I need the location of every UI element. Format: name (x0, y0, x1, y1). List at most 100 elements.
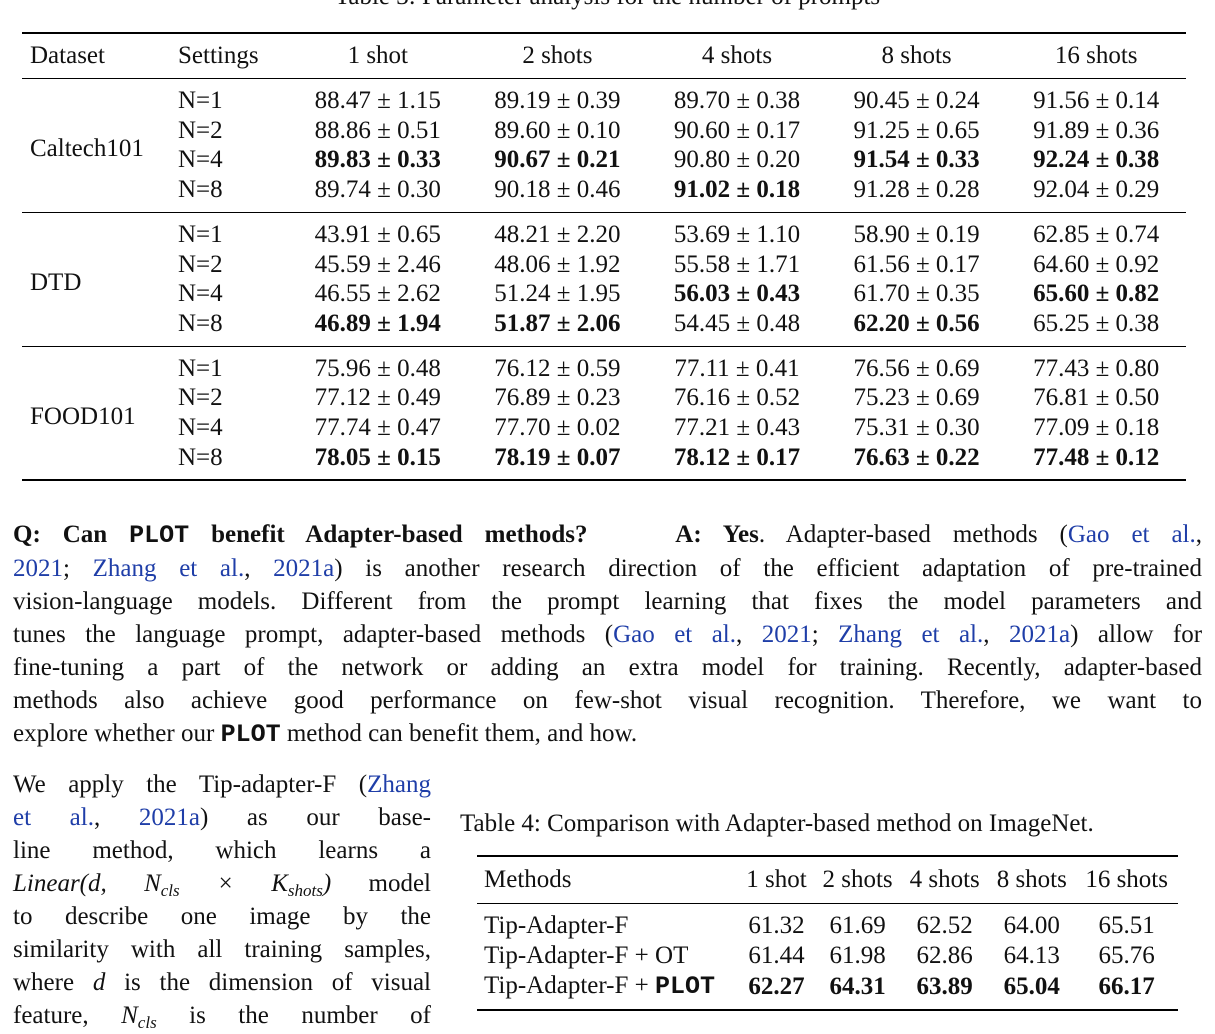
value-cell: 76.16 ± 0.52 (673, 384, 801, 412)
value-cell: 77.21 ± 0.43 (673, 414, 801, 442)
value-cell: 65.04 (1003, 972, 1060, 1000)
value-cell: 91.28 ± 0.28 (853, 176, 980, 204)
question-prefix: Q: Can (13, 521, 130, 548)
setting-cell: N=2 (178, 250, 223, 278)
text-segment: fine-tuning a part of the network or add… (13, 654, 1202, 681)
table4-header-row: Methods 1 shot 2 shots 4 shots 8 shots 1… (477, 856, 1178, 904)
citation-link[interactable]: Gao et al. (1067, 521, 1196, 548)
value-cell: 51.87 ± 2.06 (494, 309, 621, 337)
value-cell: 77.11 ± 0.41 (674, 354, 800, 382)
value-cell: 77.70 ± 0.02 (494, 414, 621, 442)
setting-cell: N=2 (178, 384, 223, 412)
paragraph-line: line method, which learns a (13, 834, 431, 867)
citation-link[interactable]: 2021a (1008, 621, 1071, 648)
value-cell: 65.51 (1098, 912, 1155, 939)
paragraph-line: et al., 2021a) as our base- (13, 801, 431, 834)
table4-row: Tip-Adapter-F + OT 61.44 61.98 62.86 64.13 65… (477, 941, 1178, 971)
table3-row: N=4 46.55 ± 2.62 51.24 ± 1.95 56.03 ± 0.43 6… (22, 279, 1186, 309)
paragraph-line: We apply the Tip-adapter-F (Zhang (13, 768, 431, 801)
citation-link[interactable]: Zhang (367, 771, 431, 798)
tip-adapter-paragraph: We apply the Tip-adapter-F (Zhang et al.,… (13, 768, 431, 1032)
text-segment: , (983, 621, 1009, 648)
table4-header-cell: 8 shots (996, 866, 1067, 893)
paragraph-line: explore whether our PLOT method can bene… (13, 717, 1202, 751)
text-segment: methods also achieve good performance on… (13, 687, 1202, 714)
table3-row: N=8 78.05 ± 0.15 78.19 ± 0.07 78.12 ± 0.17 7… (22, 443, 1186, 481)
paragraph-line: similarity with all training samples, (13, 933, 431, 966)
table4-header-cell: 1 shot (746, 866, 807, 893)
method-cell: Tip-Adapter-F + PLOT (477, 971, 739, 1010)
text-segment: , (244, 555, 274, 582)
table3-row: FOOD101 N=1 75.96 ± 0.48 76.12 ± 0.59 77.11 … (22, 346, 1186, 430)
text-segment: is the dimension of visual (105, 969, 431, 996)
value-cell: 78.12 ± 0.17 (673, 443, 801, 471)
value-cell: 65.25 ± 0.38 (1033, 309, 1160, 337)
citation-link[interactable]: 2021a (138, 804, 200, 831)
table3-header-cell: Settings (178, 42, 259, 70)
paragraph-line: Linear(d, Ncls × Kshots) model (13, 867, 431, 900)
value-cell: 89.70 ± 0.38 (673, 87, 801, 114)
table3-row: N=2 77.12 ± 0.49 76.89 ± 0.23 76.16 ± 0.52 7… (22, 383, 1186, 413)
text-segment: × K (179, 870, 288, 897)
text-segment: model (331, 870, 432, 897)
value-cell: 77.12 ± 0.49 (314, 384, 441, 412)
value-cell: 89.74 ± 0.30 (314, 176, 441, 204)
dataset-cell: Caltech101 (30, 135, 144, 163)
answer: A: Yes (675, 521, 759, 548)
citation-link[interactable]: 2021a (273, 555, 335, 582)
table3-row: Caltech101 N=1 88.47 ± 1.15 89.19 ± 0.39 89.… (22, 79, 1186, 162)
dataset-cell: FOOD101 (30, 402, 136, 430)
value-cell: 62.27 (748, 972, 805, 1000)
table4-row: Tip-Adapter-F + PLOT 62.27 64.31 63.89 65.04… (477, 971, 1178, 1010)
text-segment: is the number of (156, 1002, 431, 1029)
value-cell: 62.86 (916, 942, 973, 969)
setting-cell: N=4 (178, 146, 223, 174)
value-cell: 45.59 ± 2.46 (314, 250, 441, 278)
paragraph-line: to describe one image by the (13, 900, 431, 933)
value-cell: 90.67 ± 0.21 (494, 146, 621, 174)
text-segment: to describe one image by the (13, 903, 431, 930)
value-cell: 46.55 ± 2.62 (314, 280, 441, 308)
value-cell: 92.24 ± 0.38 (1033, 146, 1160, 174)
paragraph-line: where d is the dimension of visual (13, 966, 431, 999)
table3-row: DTD N=1 43.91 ± 0.65 48.21 ± 2.20 53.69 ± 1.… (22, 212, 1186, 296)
setting-cell: N=1 (178, 220, 223, 248)
citation-link[interactable]: Zhang et al. (92, 555, 245, 582)
citation-link[interactable]: et al. (13, 804, 94, 831)
text-segment: method can benefit them, and how. (280, 720, 638, 747)
table4-header-cell: 4 shots (909, 866, 980, 893)
value-cell: 61.32 (748, 912, 805, 939)
method-name: Tip-Adapter-F + OT (484, 942, 689, 969)
value-cell: 65.76 (1098, 942, 1155, 969)
text-segment: ) as our base- (199, 804, 431, 831)
setting-cell: N=1 (178, 87, 223, 114)
value-cell: 90.80 ± 0.20 (673, 146, 801, 174)
citation-link[interactable]: 2021 (13, 555, 63, 582)
text-segment: line method, which learns a (13, 837, 431, 864)
text-segment: ; (63, 555, 93, 582)
value-cell: 51.24 ± 1.95 (494, 280, 621, 308)
citation-link[interactable]: 2021 (761, 621, 812, 648)
value-cell: 91.02 ± 0.18 (673, 176, 801, 204)
value-cell: 56.03 ± 0.43 (673, 280, 801, 308)
text-segment: shots (287, 881, 323, 900)
setting-cell: N=8 (178, 443, 223, 471)
table3-row: N=4 89.83 ± 0.33 90.67 ± 0.21 90.80 ± 0.20 9… (22, 145, 1186, 175)
text-segment: , (736, 621, 762, 648)
value-cell: 61.69 (829, 912, 886, 939)
citation-link[interactable]: Gao et al. (613, 621, 737, 648)
citation-link[interactable]: Zhang et al. (838, 621, 984, 648)
value-cell: 76.63 ± 0.22 (853, 443, 980, 471)
table3: Dataset Settings 1 shot 2 shots 4 shots … (22, 32, 1186, 481)
value-cell: 61.70 ± 0.35 (853, 280, 980, 308)
table3-group: FOOD101 N=1 75.96 ± 0.48 76.12 ± 0.59 77.11 … (22, 346, 1186, 481)
value-cell: 61.44 (748, 942, 805, 969)
table3-header-cell: 16 shots (1054, 42, 1138, 70)
text-segment: cls (160, 881, 180, 900)
table4-header-cell: 16 shots (1085, 866, 1168, 893)
text-segment: cls (137, 1013, 157, 1032)
value-cell: 91.54 ± 0.33 (853, 146, 980, 174)
method-cell: Tip-Adapter-F (477, 904, 739, 942)
text-segment: explore whether our (13, 720, 221, 747)
value-cell: 77.43 ± 0.80 (1033, 354, 1160, 382)
